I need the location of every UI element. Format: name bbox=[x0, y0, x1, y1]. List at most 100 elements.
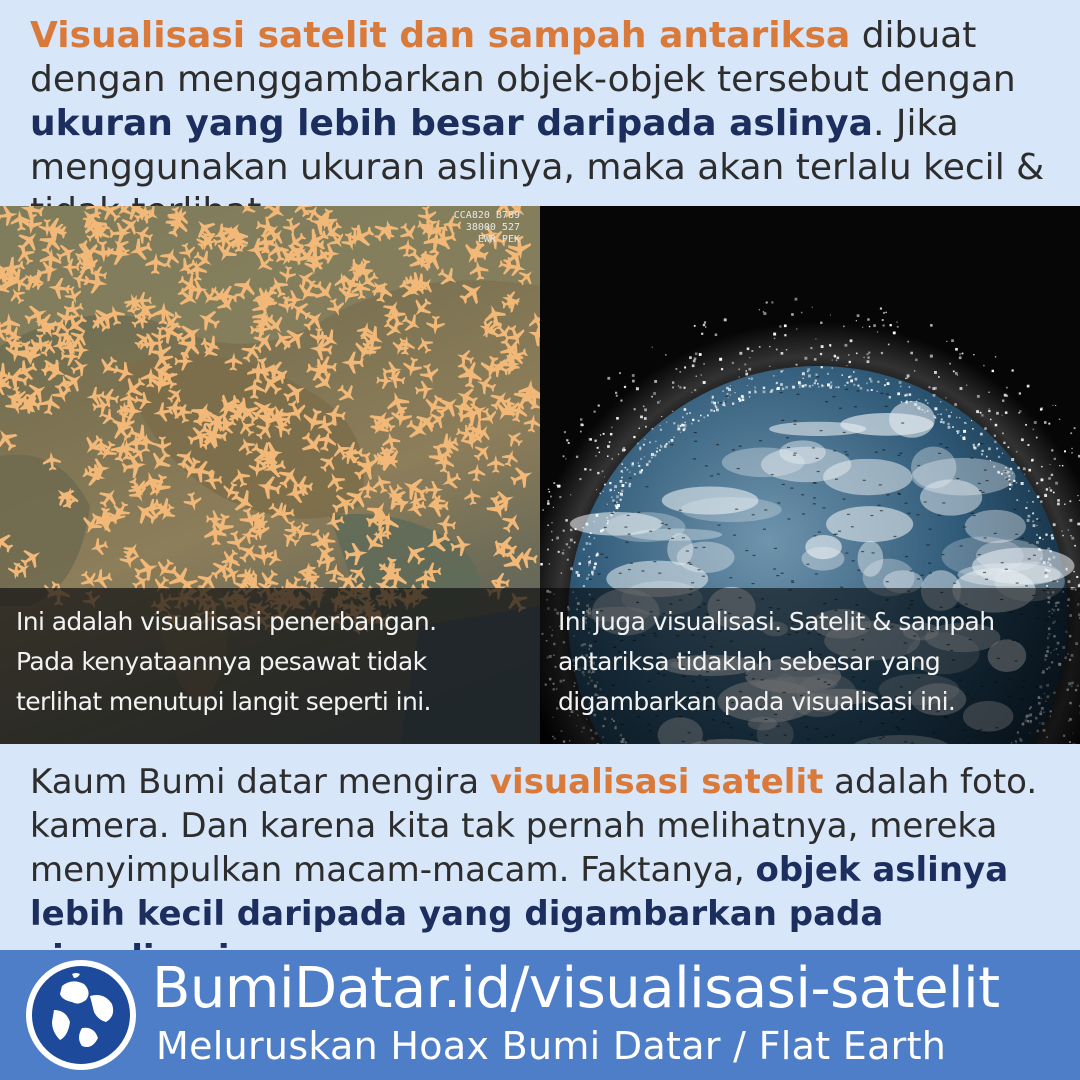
plane-icon bbox=[238, 544, 256, 563]
plane-icon bbox=[376, 447, 399, 471]
plane-icon bbox=[341, 232, 359, 251]
plane-icon bbox=[193, 250, 212, 268]
plane-icon bbox=[177, 325, 201, 347]
plane-icon bbox=[316, 430, 337, 452]
plane-icon bbox=[101, 356, 118, 375]
plane-icon bbox=[205, 510, 224, 528]
plane-icon bbox=[213, 223, 235, 244]
plane-icon bbox=[233, 277, 255, 300]
plane-icon bbox=[248, 458, 267, 478]
plane-icon bbox=[383, 319, 402, 336]
plane-icon bbox=[134, 291, 152, 310]
plane-icon bbox=[436, 515, 457, 534]
plane-icon bbox=[415, 414, 434, 434]
plane-icon bbox=[294, 206, 313, 218]
plane-icon bbox=[442, 470, 462, 489]
plane-icon bbox=[109, 222, 132, 244]
plane-icon bbox=[200, 335, 221, 354]
plane-icon bbox=[257, 476, 282, 500]
plane-icon bbox=[407, 498, 427, 517]
plane-icon bbox=[129, 238, 153, 260]
plane-icon bbox=[39, 232, 61, 255]
plane-icon bbox=[517, 271, 533, 286]
plane-icon bbox=[183, 491, 202, 511]
intro-highlight-topic: Visualisasi satelit dan sampah antariksa bbox=[30, 15, 851, 56]
plane-icon bbox=[224, 352, 243, 371]
plane-icon bbox=[338, 281, 360, 304]
plane-icon bbox=[40, 359, 60, 378]
plane-icon bbox=[425, 480, 444, 499]
plane-icon bbox=[153, 402, 174, 422]
globe-logo-icon bbox=[26, 960, 136, 1070]
plane-icon bbox=[167, 388, 182, 403]
plane-icon bbox=[256, 290, 278, 313]
plane-icon bbox=[502, 249, 523, 268]
plane-icon bbox=[141, 471, 164, 496]
plane-icon bbox=[24, 305, 47, 327]
plane-icon bbox=[382, 361, 402, 381]
plane-icon bbox=[516, 547, 538, 569]
plane-icon bbox=[21, 213, 42, 235]
plane-icon bbox=[134, 305, 153, 324]
intro-text-1: dibuat dengan menggambarkan objek-objek … bbox=[30, 15, 1016, 100]
plane-icon bbox=[428, 413, 445, 429]
plane-icon bbox=[197, 572, 215, 592]
plane-icon bbox=[417, 206, 437, 225]
plane-icon bbox=[309, 338, 333, 361]
plane-icon bbox=[480, 226, 499, 244]
plane-icon bbox=[450, 535, 472, 557]
plane-icon bbox=[484, 305, 506, 328]
plane-icon bbox=[372, 527, 390, 544]
intro-highlight-size: ukuran yang lebih besar daripada aslinya bbox=[30, 103, 873, 144]
plane-icon bbox=[462, 431, 480, 450]
plane-icon bbox=[89, 266, 108, 283]
plane-icon bbox=[92, 312, 111, 333]
plane-icon bbox=[507, 432, 524, 447]
plane-icon bbox=[99, 388, 120, 408]
plane-icon bbox=[375, 577, 395, 596]
plane-icon bbox=[501, 294, 521, 313]
plane-icon bbox=[200, 433, 217, 450]
plane-icon bbox=[325, 405, 346, 425]
plane-icon bbox=[299, 280, 319, 302]
plane-icon bbox=[357, 452, 379, 475]
plane-icon bbox=[42, 451, 62, 471]
plane-icon bbox=[149, 370, 172, 394]
plane-icon bbox=[174, 352, 194, 371]
plane-icon bbox=[492, 491, 514, 512]
plane-icon bbox=[179, 242, 195, 260]
plane-icon bbox=[263, 456, 287, 478]
plane-icon bbox=[302, 234, 325, 256]
plane-icon bbox=[487, 455, 505, 473]
plane-icon bbox=[505, 324, 525, 346]
plane-icon bbox=[268, 240, 289, 263]
plane-icon bbox=[123, 543, 139, 561]
plane-icon bbox=[274, 331, 293, 351]
plane-icon bbox=[428, 493, 446, 512]
plane-icon bbox=[344, 542, 368, 566]
plane-icon bbox=[304, 246, 330, 270]
plane-icon bbox=[326, 297, 344, 317]
plane-icon bbox=[369, 411, 389, 433]
plane-icon bbox=[507, 345, 528, 365]
plane-icon bbox=[241, 527, 259, 545]
plane-icon bbox=[403, 272, 426, 293]
plane-icon bbox=[241, 343, 259, 363]
plane-icon bbox=[384, 567, 407, 592]
plane-icon bbox=[382, 432, 401, 452]
plane-icon bbox=[376, 372, 394, 389]
plane-icon bbox=[85, 206, 108, 219]
plane-icon bbox=[316, 532, 336, 553]
plane-icon bbox=[76, 239, 98, 263]
plane-icon bbox=[56, 327, 75, 347]
plane-icon bbox=[239, 507, 260, 529]
plane-icon bbox=[283, 329, 305, 350]
plane-icon bbox=[10, 288, 26, 305]
plane-icon bbox=[134, 558, 158, 582]
plane-icon bbox=[204, 411, 226, 432]
plane-icon bbox=[216, 293, 233, 312]
plane-icon bbox=[119, 549, 138, 569]
plane-icon bbox=[316, 415, 337, 434]
plane-icon bbox=[425, 394, 445, 415]
plane-icon bbox=[333, 442, 351, 461]
